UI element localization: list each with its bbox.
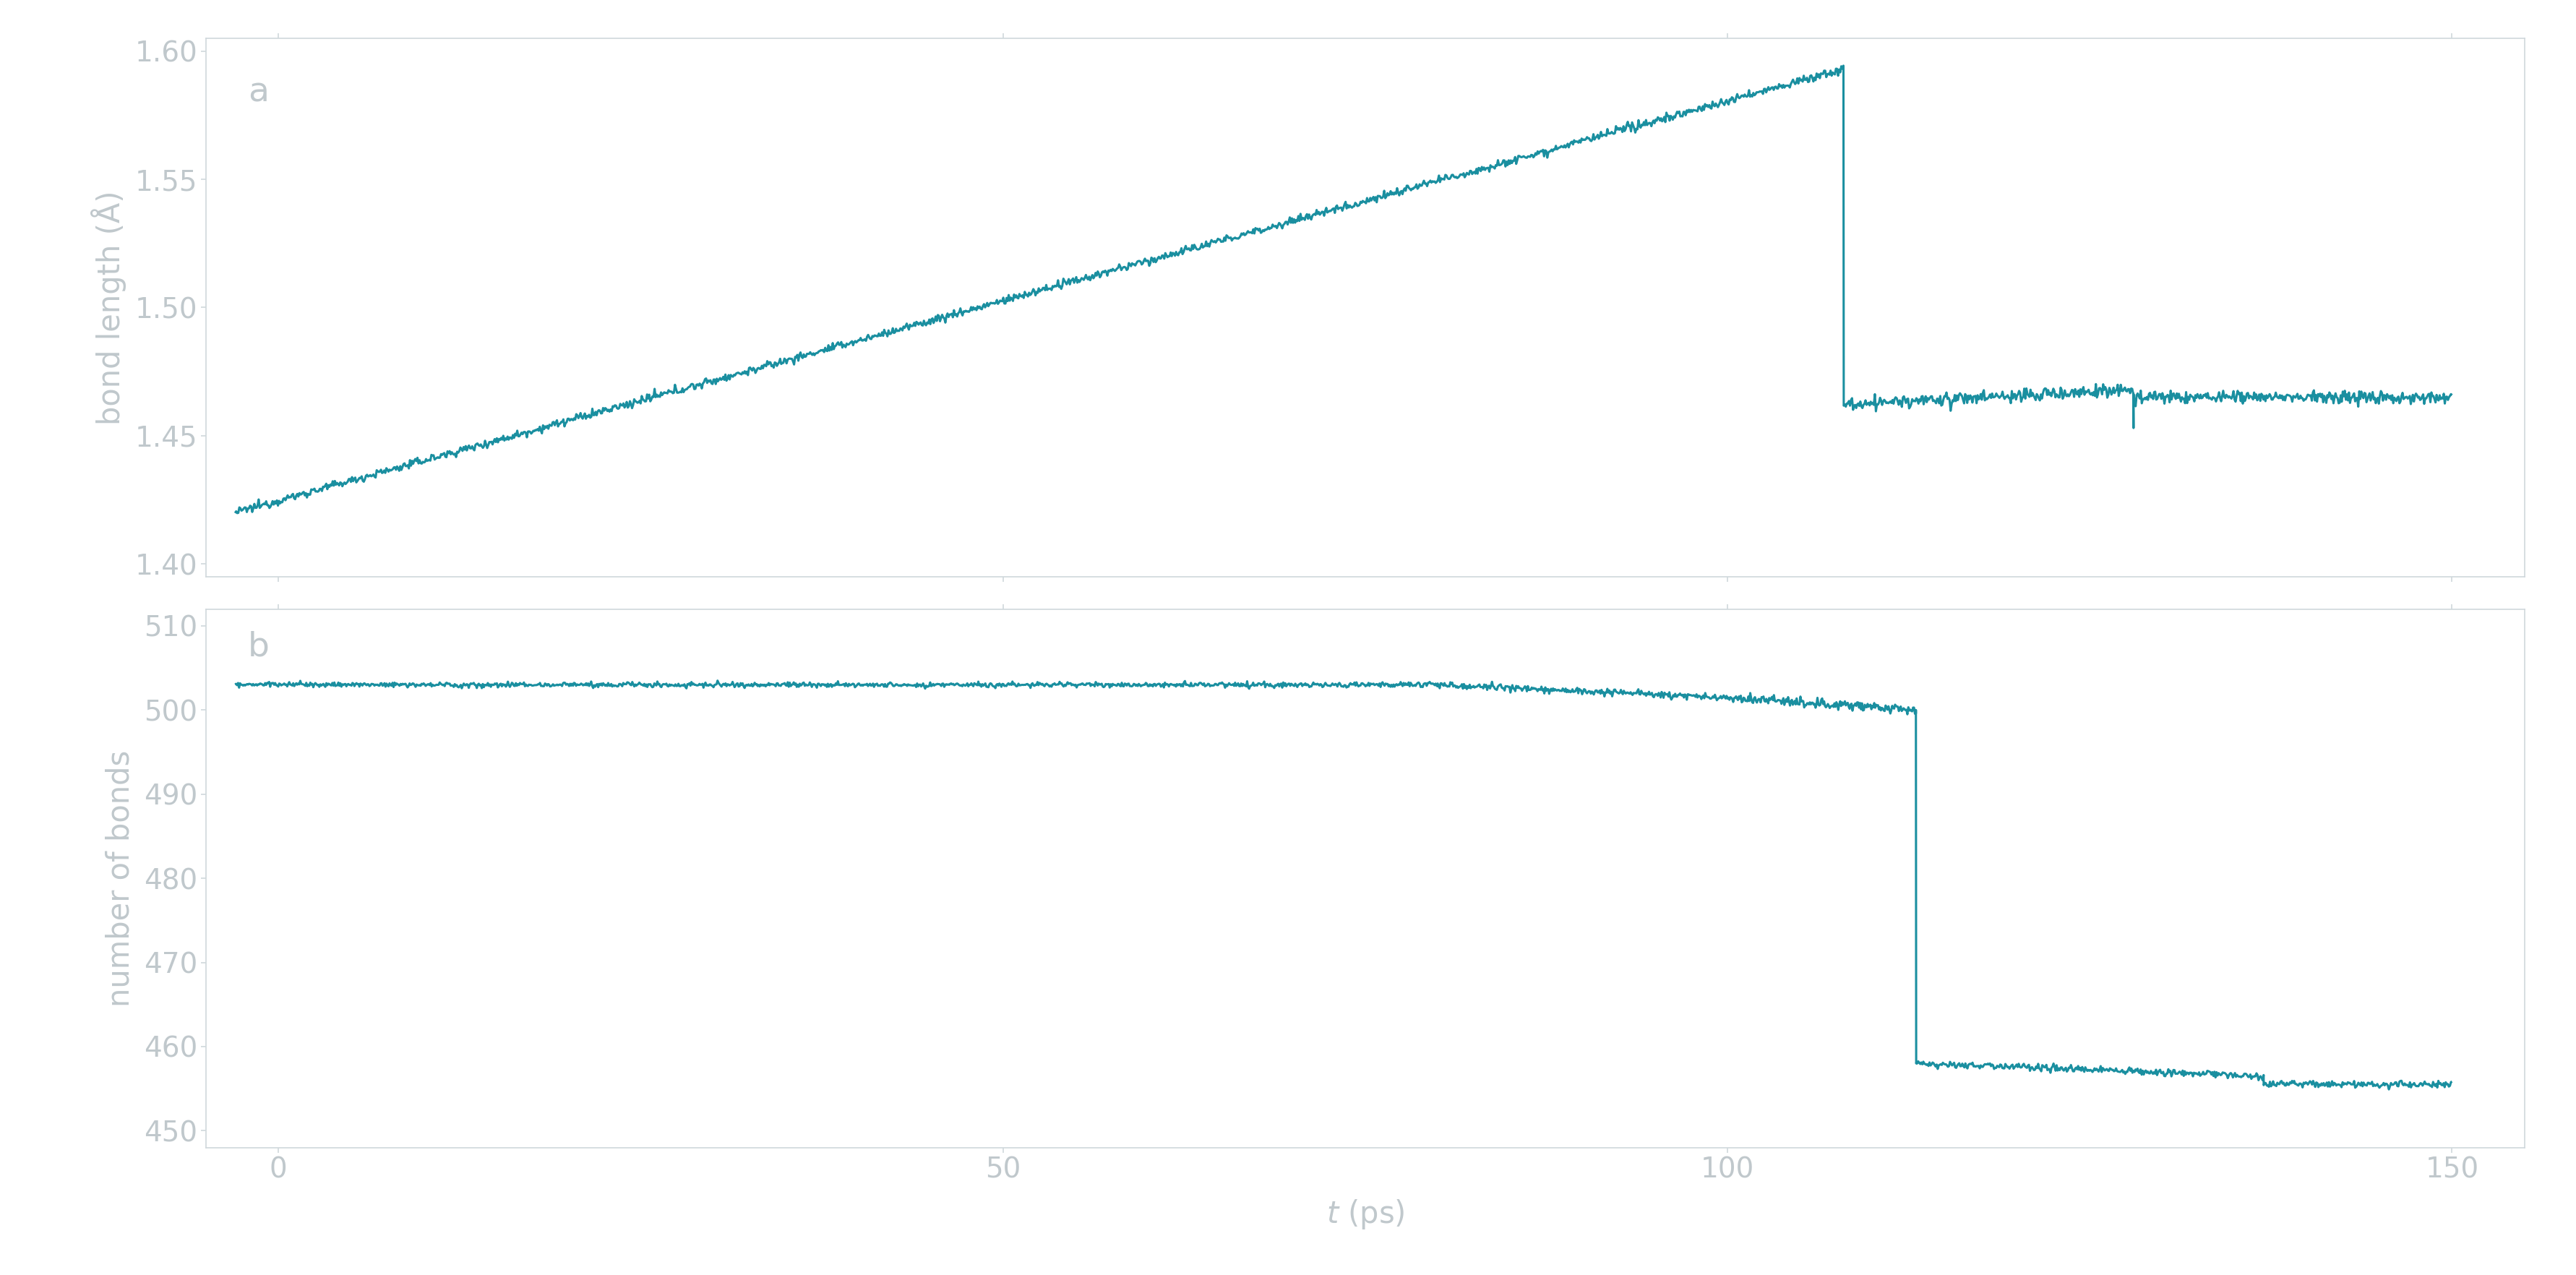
Y-axis label: number of bonds: number of bonds [106,750,137,1007]
Text: a: a [247,76,268,108]
Text: b: b [247,631,270,663]
Y-axis label: bond length (Å): bond length (Å) [90,190,126,425]
X-axis label: $t$ (ps): $t$ (ps) [1327,1197,1404,1230]
